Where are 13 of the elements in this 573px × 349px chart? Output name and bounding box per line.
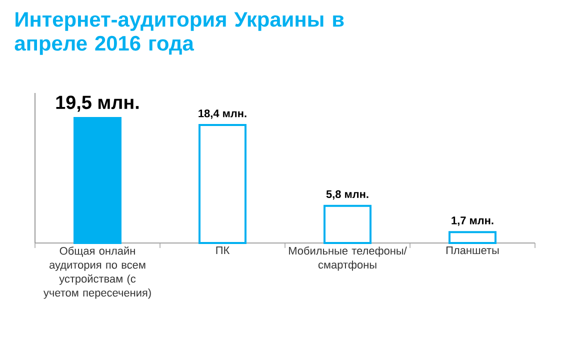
x-tick-label: Мобильные телефоны/ смартфоны (289, 246, 407, 271)
chart-title: Интернет-аудитория Украины в апреле 2016 года (14, 12, 344, 55)
bar (448, 231, 497, 244)
bar (198, 124, 247, 244)
x-tick-label: ПК (216, 246, 230, 254)
bar (74, 116, 122, 244)
data-label: 18,4 млн. (198, 110, 246, 119)
data-label: 5,8 млн. (326, 190, 368, 200)
data-label: 19,5 млн. (56, 96, 139, 112)
bar (324, 204, 372, 244)
data-label: 1,7 млн. (452, 216, 494, 226)
x-tick-label: Общая онлайн аудитория по всем устройствам (с учетом пересечения) (43, 246, 151, 299)
x-tick-label: Планшеты (446, 246, 499, 254)
